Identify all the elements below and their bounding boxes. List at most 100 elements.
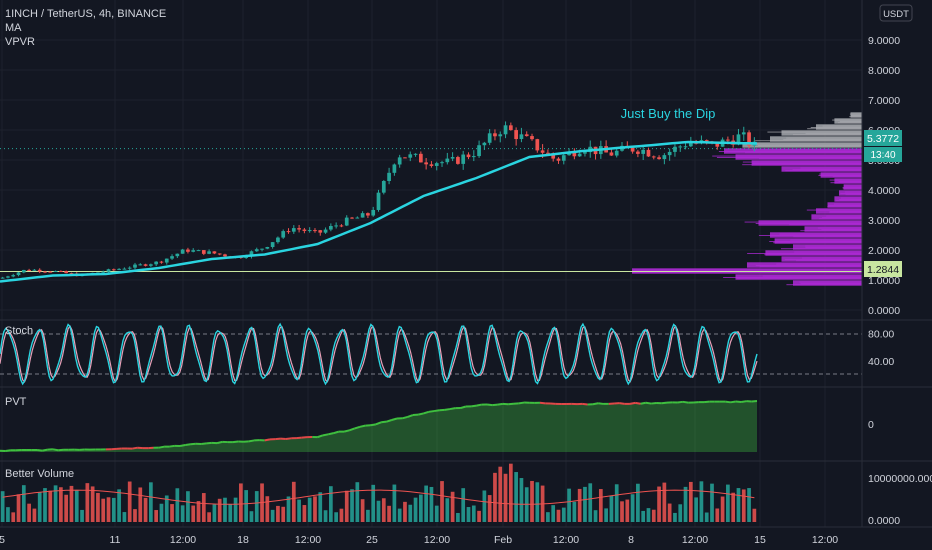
volume-ma-line [2,489,755,505]
volume-bar [429,486,434,522]
volume-bar [254,491,259,522]
candle-body [32,269,37,271]
volume-bar [286,496,291,522]
pvt-pane[interactable] [0,400,758,452]
vpvr-bar-fine [840,193,862,194]
volume-bar [630,494,635,522]
vpvr-bar-fine [802,257,862,259]
pvt-segment [444,408,451,411]
pvt-segment [42,448,48,452]
pvt-segment [423,410,430,415]
volume-bar [694,497,698,522]
candle-body [387,172,391,182]
volume-bar [588,483,593,522]
volume-bar [339,508,344,522]
pvt-segment [619,402,625,405]
indicator-ma-label[interactable]: MA [5,22,22,34]
candle-body [508,125,513,131]
candle-body [498,134,503,137]
candle-body [667,151,672,156]
vpvr-bar-fine [842,188,862,190]
volume-bar [249,511,254,522]
pvt-segment [518,401,525,405]
pvt-segment [375,421,382,426]
stoch-pane[interactable] [0,322,862,386]
volume-bar [561,507,566,522]
vpvr-bar-fine [633,269,862,271]
vpvr-bar-fine [762,275,862,277]
volume-pane[interactable] [0,463,757,522]
price-axis-tick: 1.0000 [868,275,900,287]
last-price-label: 5.3772 [867,133,899,145]
volume-bar [720,496,725,522]
volume-bar [291,481,296,522]
candle-body [747,132,751,146]
volume-bar [297,499,301,522]
candle-body [302,229,307,231]
marked-price-tag: 1.2844 [864,261,902,277]
pvt-segment [735,400,742,404]
pvt-line [0,400,758,452]
last-price-tag: 5.3772 [864,130,902,146]
candle-body [143,264,148,266]
pvt-segment [391,417,398,421]
time-axis-tick: 11 [110,534,121,546]
price-pane[interactable]: Just Buy the Dip [0,106,862,286]
time-axis-tick: 12:00 [553,534,579,546]
vpvr-bar-fine [786,284,862,286]
candle-body [291,228,296,232]
price-axis[interactable]: 0.00001.00002.00003.00004.00005.00006.00… [868,35,932,527]
volume-bar [535,482,540,522]
volume-bar [175,488,180,522]
symbol-title: 1INCH / TetherUS, 4h, BINANCE [5,8,166,20]
vpvr-bar-fine [783,139,862,140]
volume-bar [577,488,582,522]
volume-bar [392,484,397,522]
vpvr-bar-fine [794,251,862,253]
pvt-segment [232,440,239,444]
time-axis[interactable]: 5 11 12:00 18 12:00 25 12:00 Feb 12:00 8 12:00 15 12… [0,534,838,546]
pvt-segment [428,410,435,413]
vpvr-bar-fine [793,236,862,238]
volume-bar [233,497,238,522]
currency-badge[interactable]: USDT [879,4,913,22]
pvt-segment [449,407,456,411]
pvt-segment [248,439,255,443]
candle-body [106,269,111,272]
indicator-vpvr-label[interactable]: VPVR [5,36,35,48]
vpvr-bar-fine [838,181,862,182]
pvt-segment [661,401,668,405]
vpvr-bar-fine [784,259,862,260]
stoch-title: Stoch [5,325,33,337]
candle-body [482,142,487,146]
volume-bar [636,483,640,522]
volume-bar [604,508,608,522]
volume-bar [715,508,720,522]
volume-bar [149,482,153,522]
volume-bar [376,500,381,522]
volume-bar [556,509,561,522]
time-axis-tick: 8 [628,534,634,546]
volume-bar [64,494,69,522]
volume-bar [567,488,571,522]
volume-bar [519,478,524,522]
price-axis-tick: 8.0000 [868,65,900,77]
candle-body [170,256,174,259]
vpvr-bar-fine [821,217,862,218]
candle-body [265,247,270,249]
candle-body [260,248,264,250]
volume-bar [583,486,587,522]
price-axis-tick: 9.0000 [868,35,900,47]
volume-bar [43,488,47,522]
pvt-segment [677,400,684,404]
volume-bar [657,486,661,522]
vpvr-bar-fine [742,161,862,163]
candle-body [609,152,614,156]
pvt-segment [651,402,657,405]
volume-bar [408,504,413,522]
vpvr-bar-fine [841,197,862,199]
volume-bar [32,508,37,522]
volume-bar [726,484,730,522]
volume-bar [424,485,428,522]
